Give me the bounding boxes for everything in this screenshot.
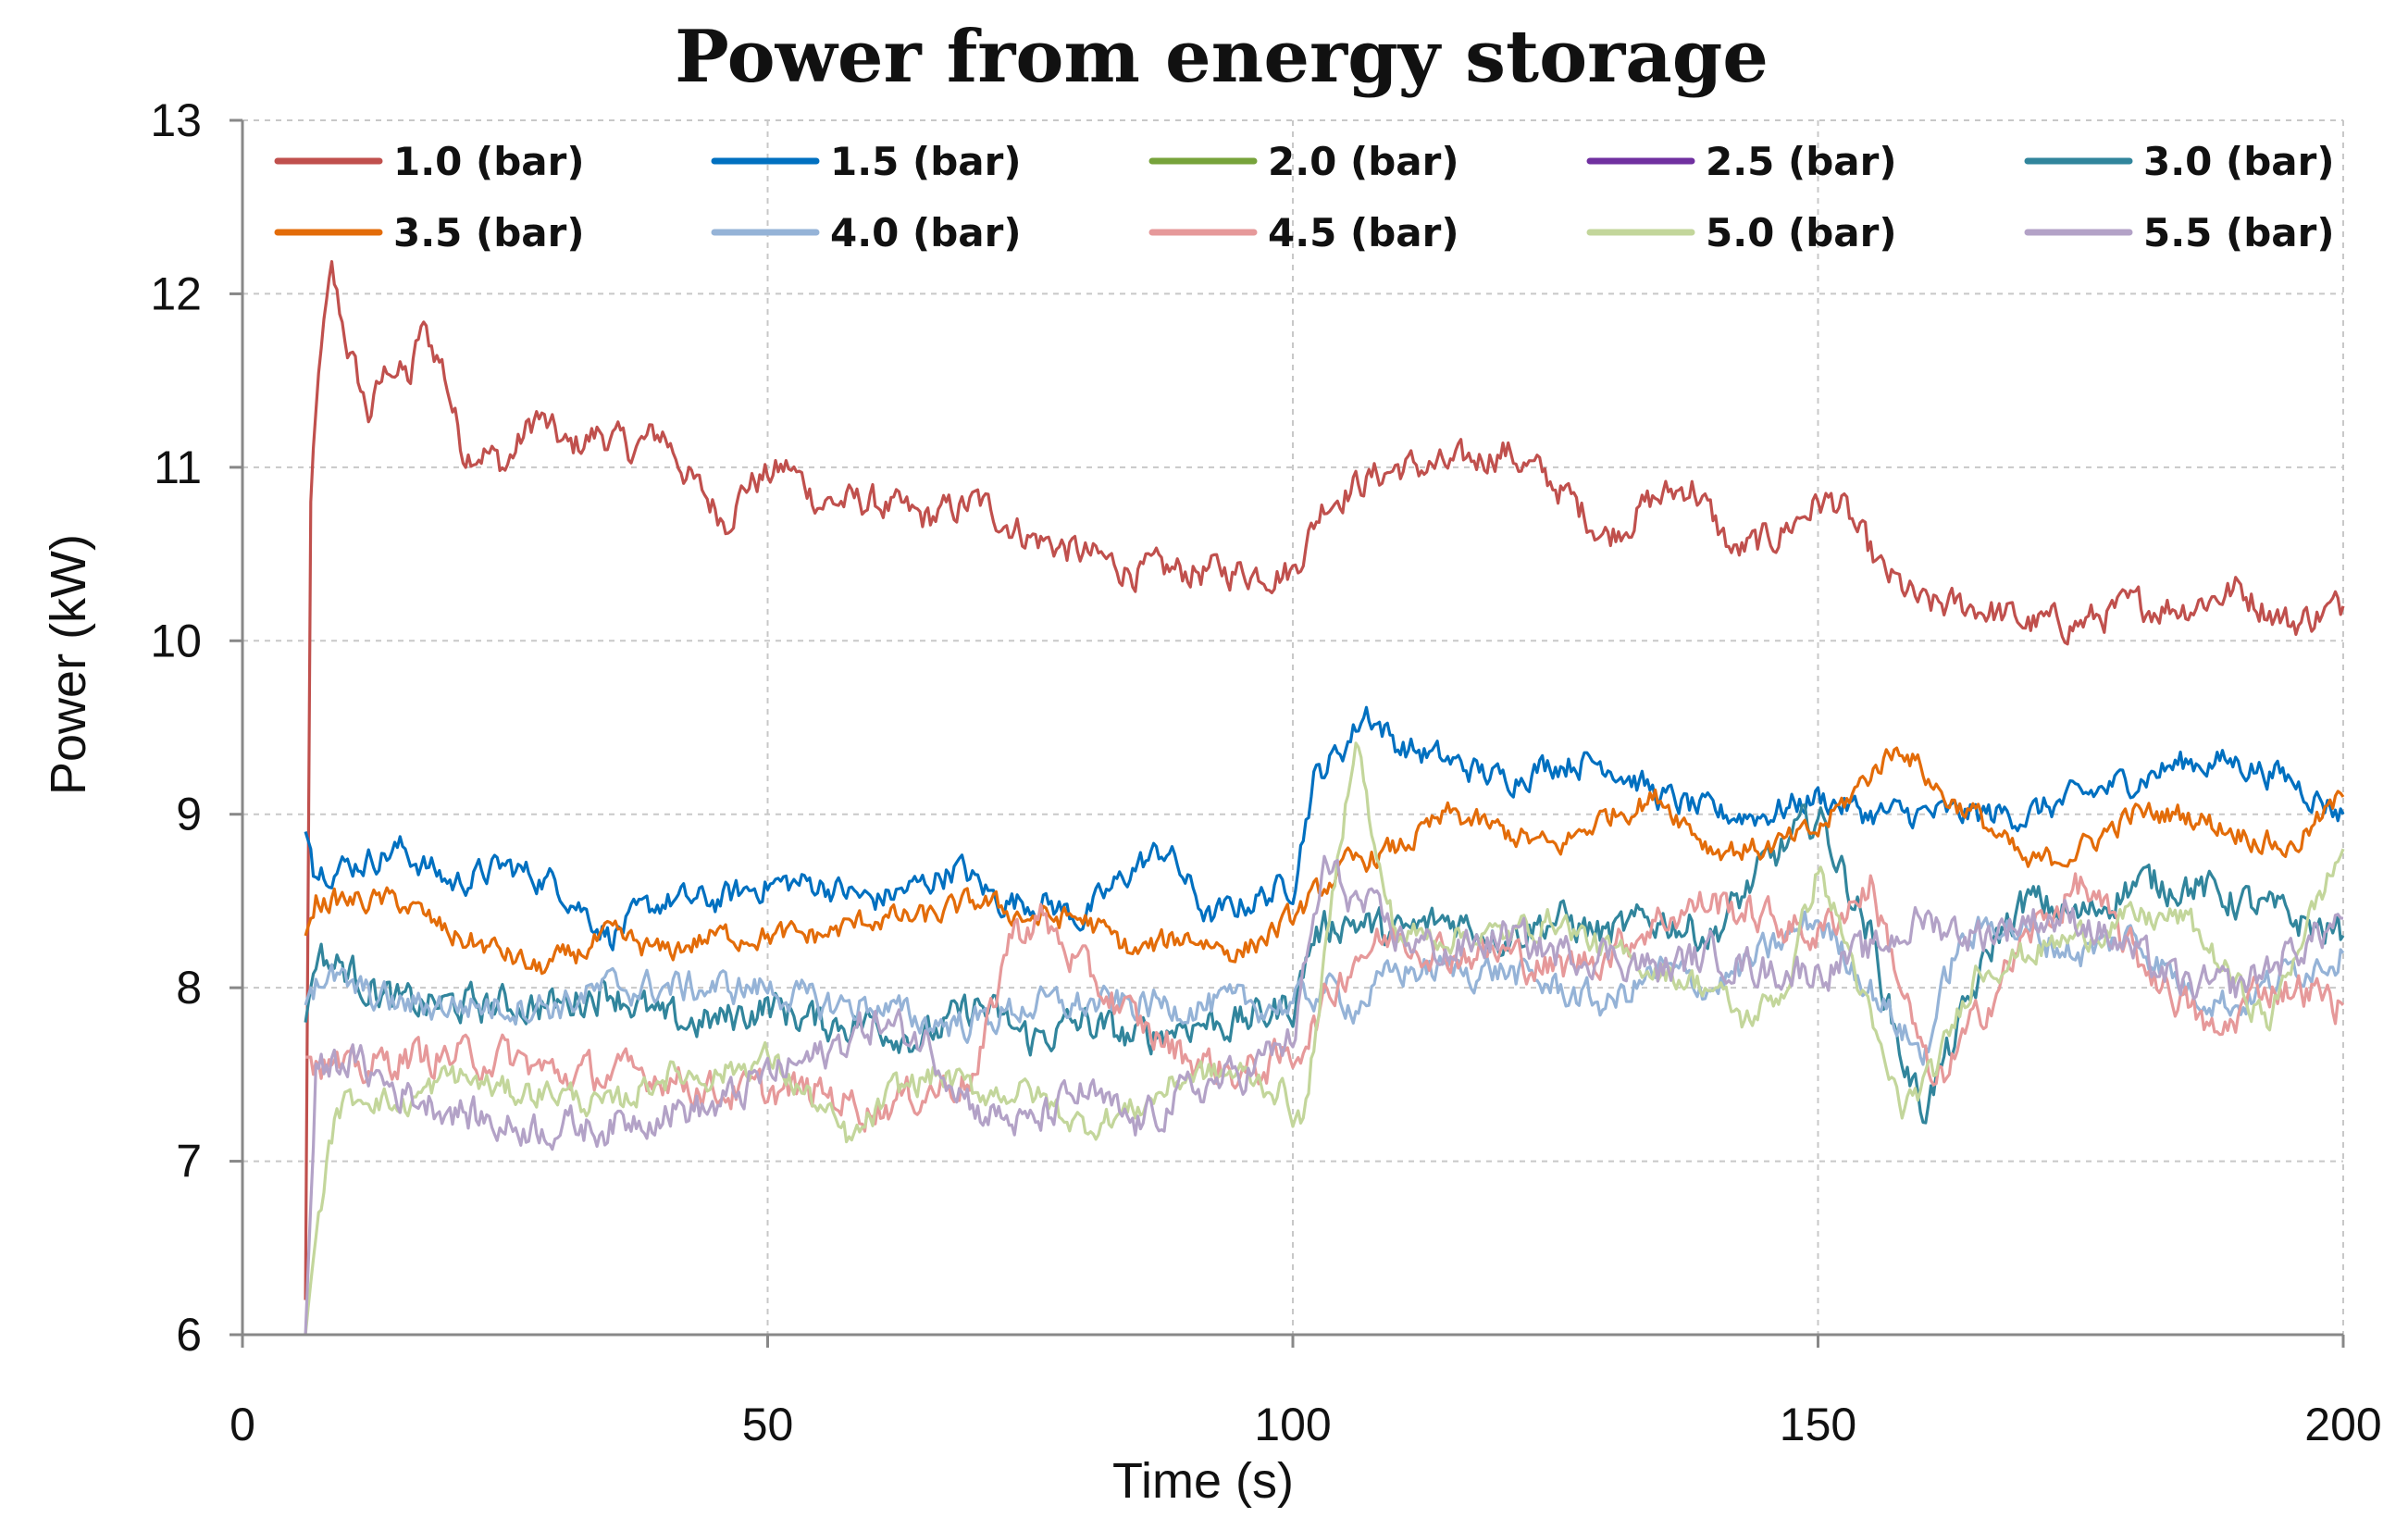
chart-title: Power from energy storage — [675, 15, 1769, 99]
legend-label: 5.0 (bar) — [1706, 210, 1897, 255]
axes — [230, 118, 2345, 1348]
legend-label: 4.5 (bar) — [1268, 210, 1459, 255]
y-tick-label: 9 — [176, 789, 202, 840]
legend-label: 2.5 (bar) — [1706, 139, 1897, 184]
x-tick-label: 150 — [1780, 1399, 1856, 1450]
legend-label: 1.5 (bar) — [830, 139, 1022, 184]
series-line-5.5 — [304, 854, 2344, 1336]
x-tick-label: 200 — [2304, 1399, 2381, 1450]
series-line-5.0 — [304, 741, 2345, 1336]
series-lines — [304, 260, 2345, 1336]
legend: 1.0 (bar) 1.5 (bar) 2.0 (bar) 2.5 (bar) 3.0 … — [274, 139, 2335, 255]
legend-label: 3.5 (bar) — [393, 210, 585, 255]
grid-lines — [242, 119, 2344, 1335]
x-tick-label: 50 — [742, 1399, 794, 1450]
series-line-3.5 — [304, 746, 2345, 976]
legend-label: 2.0 (bar) — [1268, 139, 1459, 184]
y-tick-label: 11 — [154, 442, 202, 493]
series-line-1.0 — [304, 260, 2345, 1300]
legend-label: 4.0 (bar) — [830, 210, 1022, 255]
y-axis-label: Power (kW) — [41, 534, 96, 795]
series-line-1.5 — [304, 705, 2345, 952]
y-tick-label: 6 — [176, 1309, 202, 1361]
x-tick-label: 100 — [1254, 1399, 1331, 1450]
y-tick-label: 12 — [150, 267, 202, 319]
x-tick-label: 0 — [230, 1399, 255, 1450]
legend-label: 1.0 (bar) — [393, 139, 585, 184]
x-axis-label: Time (s) — [1112, 1453, 1294, 1509]
legend-label: 5.5 (bar) — [2143, 210, 2335, 255]
tick-labels: 6 7 8 9 10 11 12 13 0 50 100 150 200 — [150, 94, 2381, 1450]
legend-label: 3.0 (bar) — [2143, 139, 2335, 184]
y-tick-label: 8 — [176, 962, 202, 1014]
y-tick-label: 10 — [150, 615, 202, 666]
y-tick-label: 13 — [150, 94, 202, 146]
y-tick-label: 7 — [176, 1136, 202, 1188]
